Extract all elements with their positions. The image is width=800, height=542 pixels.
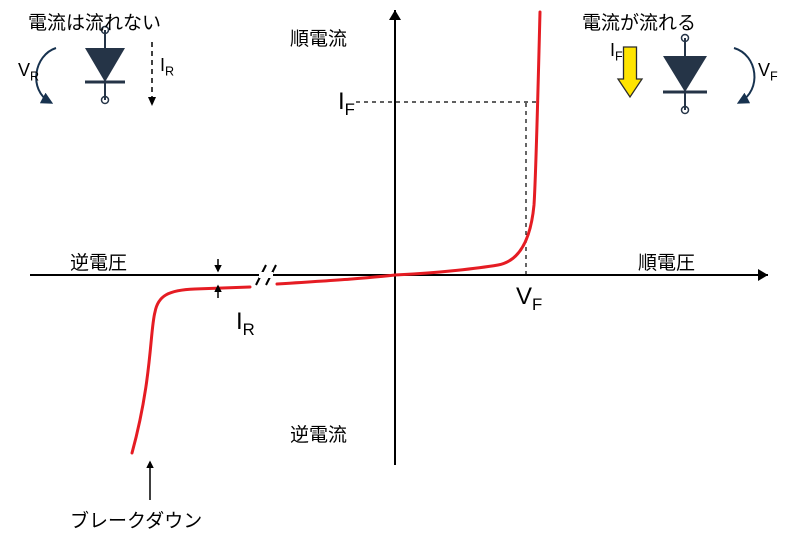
title-no-current: 電流は流れない	[28, 8, 161, 35]
breakdown-label: ブレークダウン	[70, 506, 202, 533]
diode-iv-diagram: 電流は流れない 電流が流れる 順電流 逆電流 順電圧 逆電圧 IF VF IR …	[0, 0, 800, 537]
vr-left-label: VR	[18, 60, 39, 84]
if-label: IF	[338, 88, 355, 120]
y-axis-label-positive: 順電流	[290, 24, 347, 51]
ir-label: IR	[236, 308, 255, 340]
vf-right-label: VF	[758, 60, 778, 84]
title-current-flows: 電流が流れる	[582, 8, 696, 35]
x-axis-label-positive: 順電圧	[638, 248, 695, 275]
vf-label: VF	[516, 283, 542, 315]
y-axis-label-negative: 逆電流	[290, 420, 347, 447]
ir-left-label: IR	[160, 55, 174, 79]
x-axis-label-negative: 逆電圧	[70, 248, 127, 275]
if-right-label: IF	[610, 40, 623, 64]
